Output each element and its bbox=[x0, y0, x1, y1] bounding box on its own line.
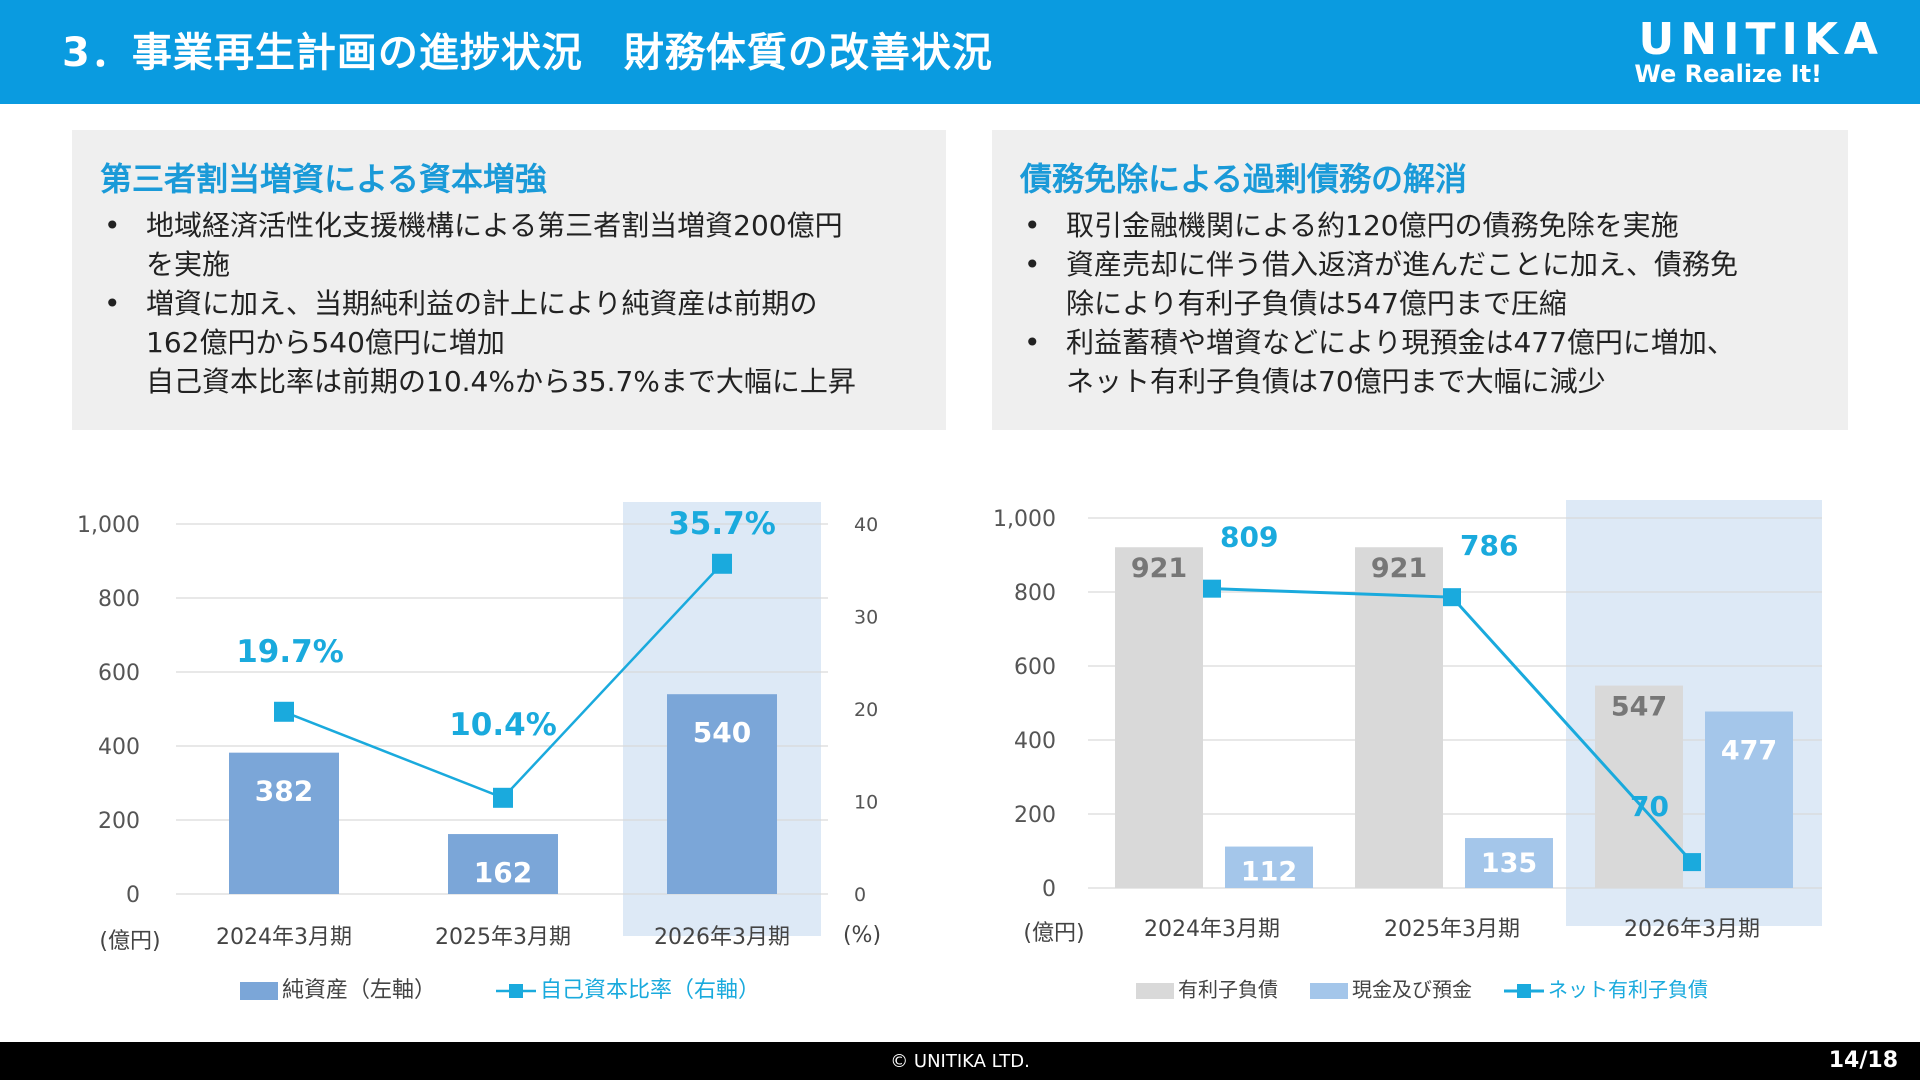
cash-bar bbox=[1465, 838, 1553, 888]
debt-bar bbox=[1355, 547, 1443, 888]
net-assets-chart: 0 200 400 600 800 1,000 0 10 20 30 40 382 162 540 19.7… bbox=[77, 502, 881, 1003]
bullet-text: 資産売却に伴う借入返済が進んだことに加え、債務免 除により有利子負債は547億円… bbox=[1066, 248, 1739, 320]
net-debt-data-label: 809 bbox=[1220, 521, 1278, 554]
line-data-label: 35.7% bbox=[668, 506, 776, 542]
cash-bar bbox=[1225, 846, 1313, 888]
y-right-tick-label: 30 bbox=[854, 607, 878, 629]
x-tick-label: 2026年3月期 bbox=[654, 925, 790, 950]
bullet-item: • 取引金融機関による約120億円の債務免除を実施 bbox=[1020, 206, 1838, 245]
debt-data-label: 921 bbox=[1371, 553, 1427, 584]
page-number: 14/18 bbox=[1828, 1048, 1898, 1073]
y-left-tick-label: 200 bbox=[98, 809, 140, 834]
y-tick-label: 400 bbox=[1014, 729, 1056, 754]
equity-ratio-marker bbox=[493, 787, 513, 808]
y-left-tick-label: 0 bbox=[126, 883, 140, 908]
bullet-dot: • bbox=[104, 287, 121, 320]
y-tick-label: 800 bbox=[1014, 581, 1056, 606]
bullet-item: • 増資に加え、当期純利益の計上により純資産は前期の 162億円から540億円に増… bbox=[100, 284, 936, 401]
bullet-item: • 資産売却に伴う借入返済が進んだことに加え、債務免 除により有利子負債は547億… bbox=[1020, 245, 1838, 323]
net-debt-marker bbox=[1203, 579, 1221, 598]
y-tick-label: 0 bbox=[1042, 877, 1056, 902]
bullet-dot: • bbox=[104, 209, 121, 242]
debt-relief-title: 債務免除による過剰債務の解消 bbox=[1020, 160, 1468, 198]
debt-relief-bullets: • 取引金融機関による約120億円の債務免除を実施 • 資産売却に伴う借入返済が進ん… bbox=[1020, 206, 1838, 401]
cash-data-label: 477 bbox=[1721, 736, 1777, 767]
y-left-tick-label: 600 bbox=[98, 661, 140, 686]
copyright: © UNITIKA LTD. bbox=[890, 1051, 1030, 1072]
logo-main-text: UNITIKA bbox=[1638, 14, 1884, 65]
y-unit-label: (億円) bbox=[1023, 921, 1084, 946]
bullet-dot: • bbox=[1024, 326, 1041, 359]
line-data-label: 19.7% bbox=[236, 634, 344, 670]
equity-ratio-marker bbox=[712, 553, 732, 574]
y-right-unit-label: (%) bbox=[843, 923, 881, 948]
y-right-tick-label: 10 bbox=[854, 792, 878, 814]
legend-swatch-cash bbox=[1310, 983, 1348, 999]
x-tick-label: 2026年3月期 bbox=[1624, 917, 1760, 942]
net-debt-data-label: 786 bbox=[1460, 529, 1518, 562]
header-bar: 3．事業再生計画の進捗状況 財務体質の改善状況 UNITIKA We Reali… bbox=[0, 0, 1920, 104]
unitika-logo: UNITIKA We Realize It! bbox=[1544, 14, 1884, 90]
debt-bar bbox=[1595, 685, 1683, 888]
y-left-unit-label: (億円) bbox=[99, 929, 160, 954]
y-tick-label: 600 bbox=[1014, 655, 1056, 680]
y-right-tick-label: 20 bbox=[854, 699, 878, 721]
bullet-item: • 利益蓄積や増資などにより現預金は477億円に増加、 ネット有利子負債は70億円… bbox=[1020, 323, 1838, 401]
net-debt-marker bbox=[1683, 853, 1701, 872]
legend-marker-equity-ratio bbox=[509, 984, 523, 998]
legend-label-debt: 有利子負債 bbox=[1178, 978, 1278, 1002]
y-left-tick-label: 1,000 bbox=[77, 513, 140, 538]
net-debt-marker bbox=[1443, 588, 1461, 607]
x-tick-label: 2024年3月期 bbox=[1144, 917, 1280, 942]
capital-increase-panel: 第三者割当増資による資本増強 • 地域経済活性化支援機構による第三者割当増資200… bbox=[72, 130, 946, 430]
page-title: 3．事業再生計画の進捗状況 財務体質の改善状況 bbox=[62, 30, 993, 76]
x-tick-label: 2025年3月期 bbox=[1384, 917, 1520, 942]
y-left-tick-label: 400 bbox=[98, 735, 140, 760]
x-tick-label: 2024年3月期 bbox=[216, 925, 352, 950]
legend-label-cash: 現金及び預金 bbox=[1352, 978, 1472, 1002]
y-right-tick-label: 40 bbox=[854, 514, 878, 536]
y-tick-label: 1,000 bbox=[993, 507, 1056, 532]
y-right-tick-label: 0 bbox=[854, 884, 866, 906]
debt-relief-panel: 債務免除による過剰債務の解消 • 取引金融機関による約120億円の債務免除を実施 … bbox=[992, 130, 1848, 430]
x-tick-label: 2025年3月期 bbox=[435, 925, 571, 950]
cash-bar bbox=[1705, 711, 1793, 888]
debt-bar bbox=[1115, 547, 1203, 888]
logo-tagline: We Realize It! bbox=[1634, 60, 1822, 88]
bullet-dot: • bbox=[1024, 209, 1041, 242]
bullet-text: 取引金融機関による約120億円の債務免除を実施 bbox=[1066, 209, 1679, 242]
legend-marker-net-debt bbox=[1517, 984, 1531, 998]
cash-data-label: 135 bbox=[1481, 848, 1537, 879]
net-assets-bar bbox=[667, 694, 777, 894]
bar-data-label: 540 bbox=[693, 716, 751, 749]
capital-increase-bullets: • 地域経済活性化支援機構による第三者割当増資200億円 を実施 • 増資に加え、当… bbox=[100, 206, 936, 401]
y-left-tick-label: 800 bbox=[98, 587, 140, 612]
y-tick-label: 200 bbox=[1014, 803, 1056, 828]
legend-swatch-debt bbox=[1136, 983, 1174, 999]
debt-data-label: 921 bbox=[1131, 553, 1187, 584]
bullet-item: • 地域経済活性化支援機構による第三者割当増資200億円 を実施 bbox=[100, 206, 936, 284]
capital-increase-title: 第三者割当増資による資本増強 bbox=[100, 160, 548, 198]
net-assets-bar bbox=[448, 834, 558, 894]
bullet-dot: • bbox=[1024, 248, 1041, 281]
net-debt-data-label: 70 bbox=[1630, 790, 1669, 823]
bar-data-label: 382 bbox=[255, 775, 313, 808]
interest-bearing-debt-chart: 0 200 400 600 800 1,000 921 921 547 112 135 477 809 7… bbox=[993, 500, 1822, 1002]
legend-label-equity-ratio: 自己資本比率（右軸） bbox=[540, 978, 760, 1003]
legend-swatch-net-assets bbox=[240, 982, 278, 1000]
legend-label-net-assets: 純資産（左軸） bbox=[282, 978, 436, 1003]
footer-bar: © UNITIKA LTD. 14/18 bbox=[0, 1042, 1920, 1080]
legend-label-net-debt: ネット有利子負債 bbox=[1548, 978, 1708, 1002]
net-assets-bar bbox=[229, 752, 339, 894]
bullet-text: 利益蓄積や増資などにより現預金は477億円に増加、 ネット有利子負債は70億円ま… bbox=[1066, 326, 1735, 398]
bullet-text: 地域経済活性化支援機構による第三者割当増資200億円 を実施 bbox=[146, 209, 843, 281]
line-data-label: 10.4% bbox=[449, 707, 557, 743]
debt-data-label: 547 bbox=[1611, 692, 1667, 723]
cash-data-label: 112 bbox=[1241, 857, 1297, 888]
bullet-text: 増資に加え、当期純利益の計上により純資産は前期の 162億円から540億円に増加… bbox=[146, 287, 856, 398]
equity-ratio-marker bbox=[274, 701, 294, 722]
bar-data-label: 162 bbox=[474, 856, 532, 889]
